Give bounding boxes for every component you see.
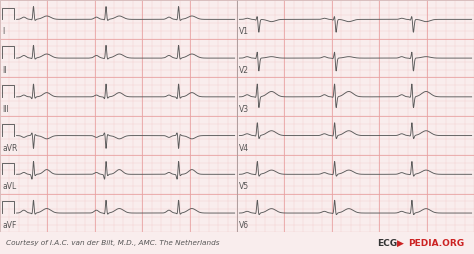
Text: V4: V4 bbox=[239, 144, 249, 153]
Text: ▶: ▶ bbox=[397, 239, 404, 248]
Text: PEDIA.ORG: PEDIA.ORG bbox=[408, 239, 464, 248]
Text: ECG: ECG bbox=[377, 239, 397, 248]
Text: V3: V3 bbox=[239, 105, 249, 114]
Text: aVL: aVL bbox=[2, 182, 17, 191]
Text: I: I bbox=[2, 27, 5, 36]
Text: aVR: aVR bbox=[2, 144, 18, 153]
Text: V1: V1 bbox=[239, 27, 249, 36]
Text: Courtesy of I.A.C. van der Bilt, M.D., AMC. The Netherlands: Courtesy of I.A.C. van der Bilt, M.D., A… bbox=[6, 240, 219, 246]
Text: V5: V5 bbox=[239, 182, 249, 191]
Text: V2: V2 bbox=[239, 66, 249, 75]
Text: III: III bbox=[2, 105, 9, 114]
Text: II: II bbox=[2, 66, 7, 75]
Text: V6: V6 bbox=[239, 221, 249, 230]
Text: aVF: aVF bbox=[2, 221, 17, 230]
